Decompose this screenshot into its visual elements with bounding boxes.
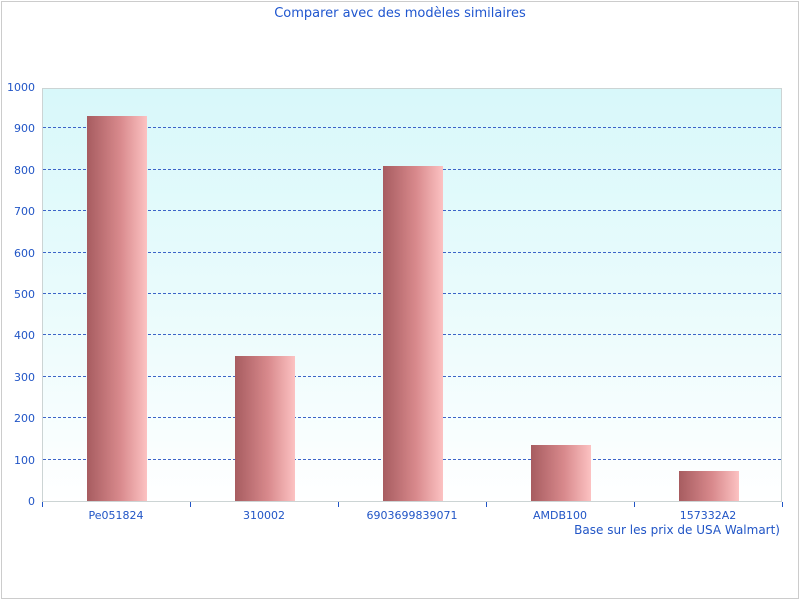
bar-AMDB100: [531, 445, 591, 501]
x-axis-tick-5: [782, 502, 783, 507]
y-axis-label-400: 400: [14, 329, 35, 343]
x-axis-label-310002: 310002: [243, 509, 285, 522]
y-axis-label-600: 600: [14, 246, 35, 260]
x-axis-tick-4: [634, 502, 635, 507]
y-axis-label-100: 100: [14, 453, 35, 467]
x-axis-label-157332A2: 157332A2: [679, 509, 737, 522]
x-axis-tick-1: [190, 502, 191, 507]
y-axis-label-200: 200: [14, 412, 35, 426]
y-axis-label-300: 300: [14, 370, 35, 384]
x-axis-label-AMDB100: AMDB100: [532, 509, 588, 522]
y-axis-label-1000: 1000: [7, 81, 35, 94]
plot-area: [42, 88, 782, 502]
source-note: Base sur les prix de USA Walmart): [574, 523, 780, 537]
y-axis-label-0: 0: [28, 495, 35, 508]
bar-6903699839071: [383, 166, 443, 501]
x-axis-tick-3: [486, 502, 487, 507]
x-axis-tick-0: [42, 502, 43, 507]
bar-Pe051824: [87, 116, 147, 501]
bar-310002: [235, 356, 295, 501]
x-axis-label-6903699839071: 6903699839071: [366, 509, 458, 522]
y-axis-label-800: 800: [14, 163, 35, 177]
y-axis-label-900: 900: [14, 122, 35, 136]
gridline-900: [43, 127, 781, 129]
x-axis-tick-2: [338, 502, 339, 507]
chart-title: Comparer avec des modèles similaires: [274, 6, 526, 21]
bar-157332A2: [679, 471, 739, 501]
x-axis-label-Pe051824: Pe051824: [88, 509, 144, 522]
y-axis-label-700: 700: [14, 205, 35, 219]
y-axis-label-500: 500: [14, 288, 35, 301]
